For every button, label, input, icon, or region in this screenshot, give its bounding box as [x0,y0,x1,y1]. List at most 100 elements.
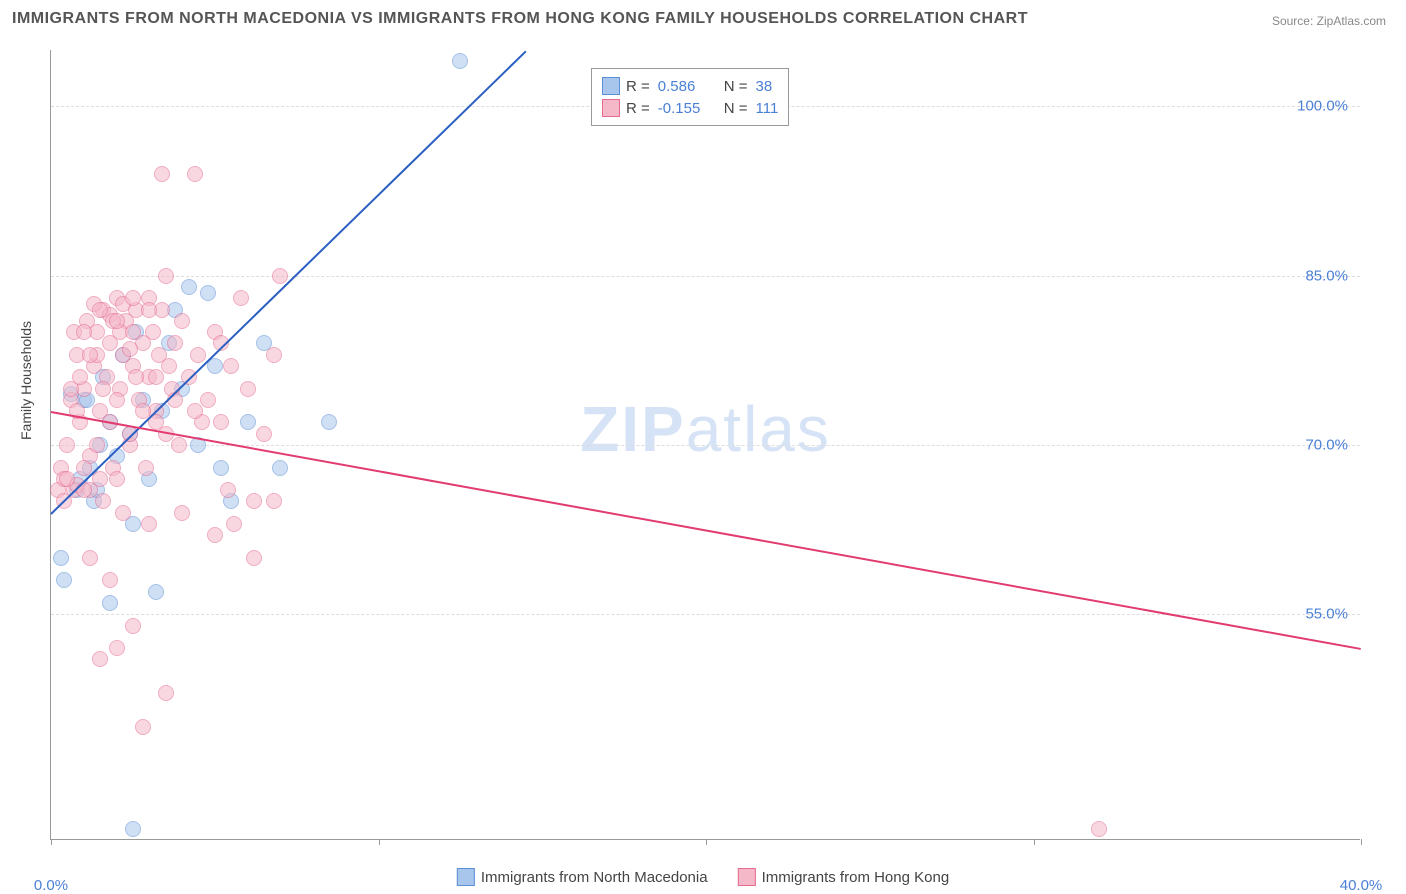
plot-area: ZIPatlas 55.0%70.0%85.0%100.0%0.0%40.0%R… [50,50,1360,840]
source-label: Source: ZipAtlas.com [1272,14,1386,28]
legend-n-label: N = [724,78,748,95]
legend-r-value: -0.155 [658,100,718,117]
legend-n-value: 38 [756,78,773,95]
scatter-point [135,719,151,735]
watermark: ZIPatlas [580,392,831,466]
legend-row: R = -0.155 N = 111 [602,97,778,119]
scatter-point [76,460,92,476]
scatter-point [125,618,141,634]
watermark-zip: ZIP [580,393,686,465]
legend-swatch [602,77,620,95]
scatter-point [181,279,197,295]
gridline [51,276,1360,277]
y-axis-label: Family Households [18,321,34,440]
x-tick-mark [379,839,380,845]
scatter-point [171,437,187,453]
x-tick-label: 0.0% [34,877,68,894]
legend-n-label: N = [724,100,748,117]
scatter-point [174,505,190,521]
scatter-point [233,290,249,306]
x-tick-label: 40.0% [1340,877,1383,894]
scatter-point [240,381,256,397]
scatter-point [102,595,118,611]
scatter-point [174,313,190,329]
scatter-point [187,403,203,419]
scatter-point [122,341,138,357]
scatter-point [145,324,161,340]
chart-title: IMMIGRANTS FROM NORTH MACEDONIA VS IMMIG… [12,10,1028,28]
watermark-atlas: atlas [686,393,831,465]
scatter-point [59,437,75,453]
scatter-point [223,358,239,374]
scatter-point [109,640,125,656]
scatter-point [148,584,164,600]
scatter-point [452,53,468,69]
bottom-legend: Immigrants from North Macedonia Immigrant… [457,868,949,886]
scatter-point [321,414,337,430]
bottom-legend-label: Immigrants from Hong Kong [762,869,950,886]
legend-swatch [738,868,756,886]
y-tick-label: 100.0% [1297,98,1348,115]
scatter-point [158,268,174,284]
scatter-point [125,324,141,340]
scatter-point [109,313,125,329]
legend-row: R = 0.586 N = 38 [602,75,778,97]
scatter-point [266,347,282,363]
scatter-point [226,516,242,532]
scatter-point [161,358,177,374]
legend-r-value: 0.586 [658,78,718,95]
legend-swatch [602,99,620,117]
scatter-point [128,369,144,385]
scatter-point [272,460,288,476]
y-tick-label: 55.0% [1305,606,1348,623]
legend-n-value: 111 [756,100,779,117]
y-tick-label: 85.0% [1305,267,1348,284]
scatter-point [167,335,183,351]
scatter-point [272,268,288,284]
x-tick-mark [1361,839,1362,845]
scatter-point [82,347,98,363]
scatter-point [125,290,141,306]
scatter-point [95,381,111,397]
scatter-point [154,166,170,182]
scatter-point [213,414,229,430]
scatter-point [167,392,183,408]
scatter-point [1091,821,1107,837]
scatter-point [109,471,125,487]
x-tick-mark [51,839,52,845]
bottom-legend-item: Immigrants from North Macedonia [457,868,708,886]
scatter-point [72,369,88,385]
scatter-point [266,493,282,509]
x-tick-mark [1034,839,1035,845]
scatter-point [95,493,111,509]
scatter-point [59,471,75,487]
x-tick-mark [706,839,707,845]
scatter-point [89,437,105,453]
scatter-point [246,493,262,509]
scatter-point [187,166,203,182]
scatter-point [109,392,125,408]
scatter-point [220,482,236,498]
scatter-point [53,550,69,566]
bottom-legend-label: Immigrants from North Macedonia [481,869,708,886]
scatter-point [138,460,154,476]
legend-swatch [457,868,475,886]
scatter-point [213,460,229,476]
bottom-legend-item: Immigrants from Hong Kong [738,868,950,886]
scatter-point [207,527,223,543]
chart-container: IMMIGRANTS FROM NORTH MACEDONIA VS IMMIG… [0,0,1406,892]
scatter-point [56,572,72,588]
scatter-point [200,392,216,408]
scatter-point [141,516,157,532]
scatter-point [102,572,118,588]
scatter-point [115,505,131,521]
scatter-point [125,821,141,837]
scatter-point [200,285,216,301]
scatter-point [240,414,256,430]
scatter-point [256,426,272,442]
scatter-point [92,302,108,318]
legend-r-label: R = [626,100,650,117]
scatter-point [92,471,108,487]
stats-legend: R = 0.586 N = 38R = -0.155 N = 111 [591,68,789,126]
scatter-point [246,550,262,566]
